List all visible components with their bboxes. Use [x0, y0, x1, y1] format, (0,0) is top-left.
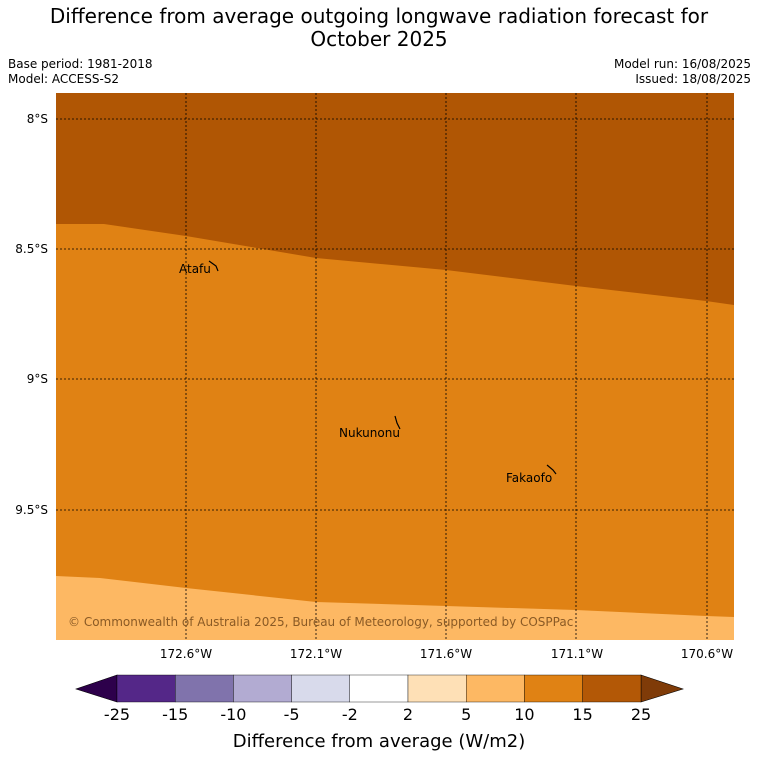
colorbar-bin-4 — [291, 674, 351, 703]
colorbar-bin-5 — [349, 674, 409, 703]
coastlines — [208, 260, 557, 475]
colorbar-tick-8: 10 — [514, 705, 534, 724]
fakaofo-coastline — [546, 464, 557, 475]
issued-date: Issued: 18/08/2025 — [635, 72, 751, 86]
colorbar-bin-7 — [466, 674, 525, 703]
colorbar-tick-3: -10 — [220, 705, 246, 724]
lon-label-171-6w: 171.6°W — [420, 647, 472, 661]
model-run: Model run: 16/08/2025 — [613, 57, 751, 71]
colorbar-bin-6 — [407, 674, 467, 703]
map-panel: Atafu Nukunonu Fakaofo © Commonwealth of… — [56, 93, 734, 640]
base-period: Base period: 1981-2018 — [8, 57, 153, 71]
atafu-coastline — [208, 260, 219, 272]
lon-label-172-6w: 172.6°W — [160, 647, 212, 661]
meta-left: Base period: 1981-2018 Model: ACCESS-S2 — [8, 57, 153, 87]
lon-label-171-1w: 171.1°W — [551, 647, 603, 661]
colorbar-tick-6: 2 — [403, 705, 413, 724]
meta-right: Model run: 16/08/2025 Issued: 18/08/2025 — [614, 57, 751, 87]
colorbar-tick-9: 15 — [572, 705, 592, 724]
colorbar-tick-7: 5 — [461, 705, 471, 724]
colorbar-tick-2: -15 — [162, 705, 188, 724]
colorbar-tick-4: -5 — [284, 705, 300, 724]
place-nukunonu: Nukunonu — [339, 426, 400, 440]
lat-label-9-5s: 9.5°S — [15, 503, 48, 517]
place-atafu: Atafu — [179, 262, 211, 276]
colorbar-tick-10: 25 — [631, 705, 651, 724]
colorbar — [75, 674, 684, 703]
nukunonu-coastline — [394, 415, 401, 430]
lat-label-8s: 8°S — [27, 112, 48, 126]
chart-title: Difference from average outgoing longwav… — [0, 5, 758, 51]
lon-label-170-6w: 170.6°W — [681, 647, 733, 661]
gridlines — [56, 93, 734, 640]
colorbar-bin-1 — [116, 674, 176, 703]
place-fakaofo: Fakaofo — [506, 471, 552, 485]
colorbar-tick-1: -25 — [104, 705, 130, 724]
copyright-note: © Commonwealth of Australia 2025, Bureau… — [68, 615, 573, 629]
lat-label-9s: 9°S — [27, 372, 48, 386]
title-line-2: October 2025 — [310, 27, 448, 51]
colorbar-over-arrow — [640, 674, 684, 703]
colorbar-bin-3 — [233, 674, 292, 703]
band-5-10 — [56, 576, 734, 640]
lat-label-8-5s: 8.5°S — [15, 242, 48, 256]
colorbar-tick-5: -2 — [342, 705, 358, 724]
title-line-1: Difference from average outgoing longwav… — [49, 4, 709, 28]
colorbar-bin-2 — [174, 674, 234, 703]
colorbar-bin-9 — [582, 674, 642, 703]
band-10-15 — [56, 224, 734, 640]
colorbar-bin-8 — [524, 674, 583, 703]
lon-label-172-1w: 172.1°W — [290, 647, 342, 661]
colorbar-under-arrow — [75, 674, 118, 703]
model-name: Model: ACCESS-S2 — [8, 72, 120, 86]
colorbar-title: Difference from average (W/m2) — [232, 731, 526, 752]
